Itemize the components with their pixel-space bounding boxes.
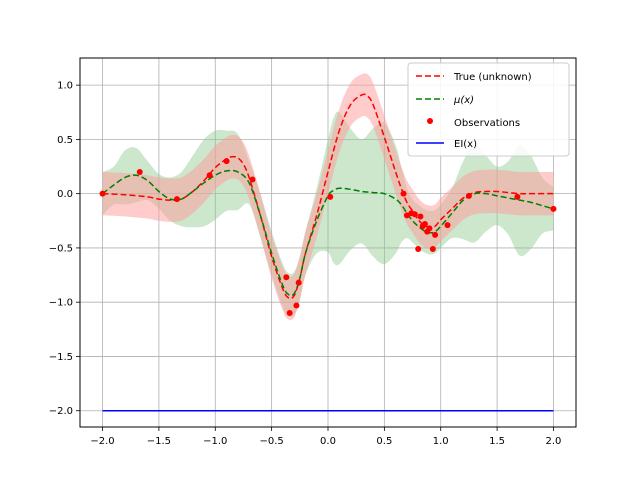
- true-confidence-band: [102, 73, 554, 321]
- observation-point: [327, 193, 334, 200]
- x-tick-label: −1.0: [203, 436, 227, 447]
- observation-point: [99, 190, 106, 197]
- x-tick-label: −0.5: [259, 436, 283, 447]
- observation-point: [432, 231, 439, 238]
- observation-point: [411, 211, 418, 218]
- legend-true-label: True (unknown): [453, 72, 532, 83]
- observation-point: [136, 168, 143, 175]
- legend-box: [407, 62, 570, 157]
- y-tick-label: −1.0: [49, 298, 73, 309]
- y-tick-label: 0.5: [57, 135, 73, 146]
- legend: True (unknown) μ(x) Observations EI(x): [407, 62, 570, 157]
- observation-point: [417, 213, 424, 220]
- observation-point: [550, 205, 557, 212]
- observation-point: [514, 193, 521, 200]
- y-tick-label: −1.5: [49, 352, 73, 363]
- observation-point: [223, 158, 230, 165]
- observation-point: [249, 176, 256, 183]
- legend-mu-label: μ(x): [453, 95, 474, 106]
- legend-ei-label: EI(x): [454, 139, 477, 150]
- x-tick-label: 1.0: [433, 436, 449, 447]
- observation-point: [293, 302, 300, 309]
- true-function-line: [102, 93, 554, 300]
- observation-point: [283, 274, 290, 281]
- y-tick-label: −2.0: [49, 406, 73, 417]
- x-tick-label: 0.0: [320, 436, 336, 447]
- series-lines: [102, 93, 554, 412]
- observation-point: [421, 221, 428, 228]
- observation-point: [295, 279, 302, 286]
- observation-point: [173, 196, 180, 203]
- observation-point: [206, 172, 213, 179]
- observation-markers: [99, 158, 557, 317]
- observation-point: [429, 246, 436, 253]
- x-tick-label: −2.0: [90, 436, 114, 447]
- observation-point: [286, 310, 293, 317]
- observation-point: [465, 192, 472, 199]
- observation-point: [403, 212, 410, 219]
- legend-observations-label: Observations: [454, 118, 520, 129]
- observation-point: [444, 222, 451, 229]
- y-tick-label: 1.0: [57, 81, 73, 92]
- legend-observations-marker: [427, 118, 433, 124]
- y-tick-label: −0.5: [49, 243, 73, 254]
- x-tick-label: −1.5: [147, 436, 171, 447]
- y-axis: 1.0 0.5 0.0 −0.5 −1.0 −1.5 −2.0: [49, 81, 80, 417]
- observation-point: [426, 225, 433, 232]
- y-tick-label: 0.0: [57, 189, 73, 200]
- confidence-bands: [102, 73, 554, 321]
- x-tick-label: 1.5: [489, 436, 505, 447]
- observation-point: [415, 246, 422, 253]
- x-axis: −2.0 −1.5 −1.0 −0.5 0.0 0.5 1.0 1.5 2.0: [90, 427, 561, 447]
- observation-point: [400, 190, 407, 197]
- x-tick-label: 2.0: [546, 436, 562, 447]
- x-tick-label: 0.5: [376, 436, 392, 447]
